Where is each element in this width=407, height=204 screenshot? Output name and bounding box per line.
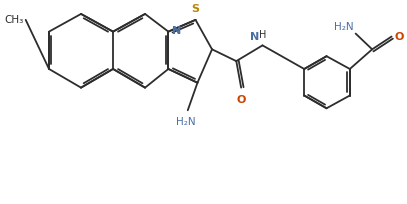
Text: H₂N: H₂N: [334, 22, 354, 32]
Text: H: H: [259, 30, 266, 40]
Text: N: N: [172, 26, 182, 36]
Text: O: O: [394, 32, 404, 42]
Text: O: O: [236, 94, 246, 104]
Text: CH₃: CH₃: [4, 15, 24, 25]
Text: H₂N: H₂N: [176, 117, 196, 127]
Text: N: N: [250, 32, 260, 42]
Text: S: S: [192, 4, 199, 14]
